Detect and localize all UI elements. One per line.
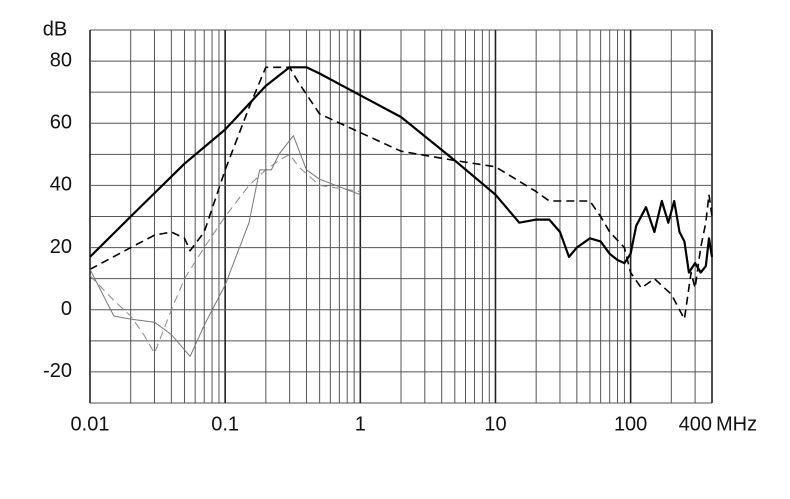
x-tick-label: 1 bbox=[355, 413, 366, 435]
x-unit-label: MHz bbox=[716, 413, 757, 435]
x-tick-label: 100 bbox=[614, 413, 647, 435]
series-line bbox=[89, 66, 714, 274]
y-unit-label: dB bbox=[43, 18, 67, 40]
y-tick-label: 0 bbox=[61, 298, 72, 320]
x-tick-label: 10 bbox=[484, 413, 506, 435]
y-tick-label: 80 bbox=[50, 49, 72, 71]
y-tick-label: 20 bbox=[50, 236, 72, 258]
x-tick-label: 0.1 bbox=[211, 413, 239, 435]
x-tick-label: 400 bbox=[679, 413, 712, 435]
x-tick-label: 0.01 bbox=[71, 413, 110, 435]
y-tick-label: 60 bbox=[50, 112, 72, 134]
series-line bbox=[89, 153, 361, 354]
series-line bbox=[89, 66, 713, 320]
y-tick-label: 40 bbox=[50, 174, 72, 196]
y-tick-label: -20 bbox=[43, 360, 72, 382]
series-line bbox=[89, 135, 361, 357]
